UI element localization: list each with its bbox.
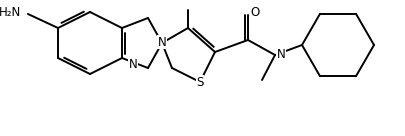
Text: N: N	[157, 35, 166, 49]
Text: H₂N: H₂N	[0, 5, 21, 18]
Text: N: N	[276, 47, 285, 61]
Text: S: S	[196, 75, 203, 89]
Text: O: O	[250, 7, 259, 19]
Text: N: N	[128, 58, 137, 72]
